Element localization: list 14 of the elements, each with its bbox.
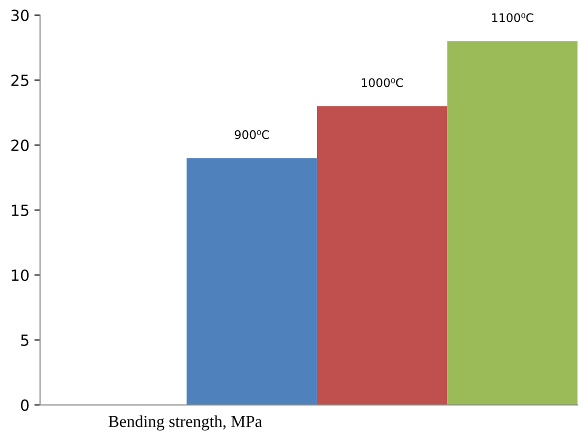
x-axis-title: Bending strength, MPa	[108, 415, 262, 431]
bar	[186, 158, 317, 405]
y-tick-label: 15	[12, 204, 28, 216]
bar	[447, 41, 578, 405]
series-label: 1000⁰C	[362, 78, 403, 88]
y-tick-label: 5	[21, 334, 28, 346]
y-tick-label: 30	[11, 10, 29, 22]
series-label: 1100⁰C	[492, 13, 534, 22]
series-label: 900⁰C	[234, 130, 269, 140]
y-tick-label: 20	[11, 140, 29, 152]
bar	[316, 106, 448, 405]
y-tick-label: 0	[20, 399, 29, 411]
y-tick-label: 25	[11, 74, 28, 86]
y-tick-label: 10	[12, 269, 29, 282]
